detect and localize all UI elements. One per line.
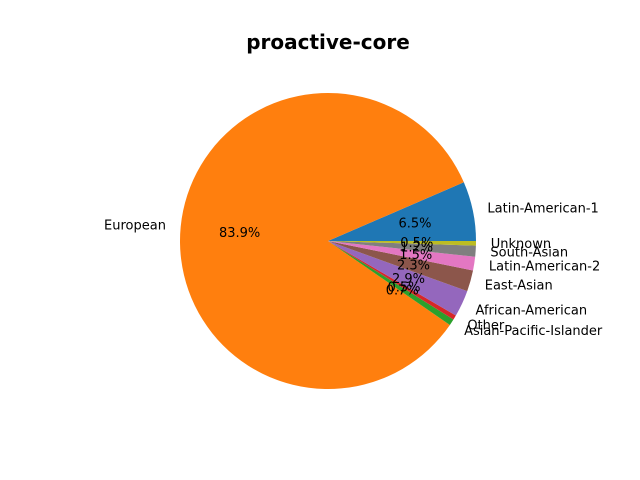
pct-label-latin-american-2: 1.5% [399,248,432,263]
pct-label-african-american: 2.9% [392,272,425,287]
pie-slice-european [180,93,464,390]
category-label-unknown: Unknown [491,237,551,252]
pct-label-other: 0.5% [387,280,420,295]
pie-labels: 6.5% Latin-American-1 83.9% European 0.7% Asi… [104,201,603,338]
pct-label-unknown: 0.5% [400,236,433,251]
pct-label-south-asian: 1.2% [400,241,433,256]
pie-slices [180,93,476,390]
chart-title: proactive-core [246,30,410,54]
pie-slice-unknown [328,241,476,246]
pie-slice-east-asian [328,241,474,292]
pie-slice-latin-american-2 [328,241,476,271]
pct-label-asian-pacific-islander: 0.7% [386,283,419,298]
category-label-african-american: African-American [476,303,588,318]
category-label-latin-american-1: Latin-American-1 [487,201,598,216]
category-label-south-asian: South-Asian [490,246,568,261]
category-label-other: Other [467,319,505,334]
category-label-asian-pacific-islander: Asian-Pacific-Islander [464,324,603,339]
pct-label-latin-american-1: 6.5% [398,216,431,231]
pie-slice-south-asian [328,241,476,257]
category-label-latin-american-2: Latin-American-2 [489,259,600,274]
pct-label-european: 83.9% [219,226,260,241]
pie-slice-latin-american-1 [328,182,476,241]
pie-slice-african-american [328,241,468,316]
pie-slice-asian-pacific-islander [328,241,454,325]
category-label-european: European [104,219,166,234]
pie-slice-other [328,241,456,320]
pct-label-east-asian: 2.3% [397,258,430,273]
category-label-east-asian: East-Asian [485,278,553,293]
